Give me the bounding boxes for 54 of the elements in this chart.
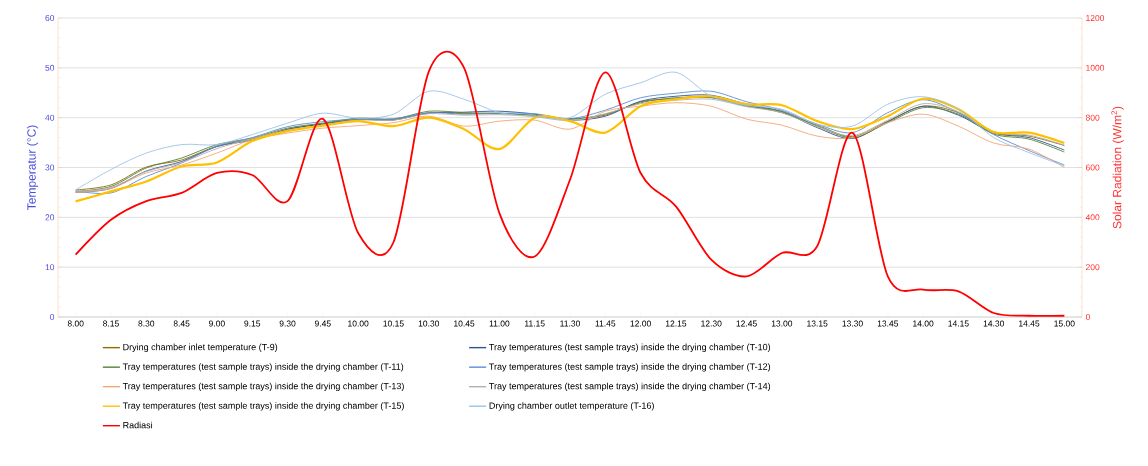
x-tick-label: 8.15 [103,320,119,327]
x-tick-label: 9.15 [244,320,261,327]
x-tick-label: 9.00 [209,320,225,327]
x-tick-label: 9.45 [314,320,331,327]
y-tick-label: 60 [45,15,55,22]
x-tick-label: 14.00 [913,320,934,327]
y2-axis-title: Solar Radiation (W/m$^{2}$) [1111,106,1124,229]
y2-tick-label: 600 [1085,164,1100,171]
x-tick-label: 12.45 [736,320,757,327]
legend-label: Tray temperatures (test sample trays) inside the drying chamber (T-14) [489,382,771,392]
y-tick-label: 0 [50,314,55,320]
y2-tick-label: 800 [1085,114,1100,121]
x-tick-label: 13.00 [771,320,793,327]
x-tick-label: 8.00 [67,320,84,327]
x-tick-label: 10.30 [418,320,440,327]
x-tick-label: 9.30 [279,320,296,327]
x-tick-label: 10.15 [383,320,404,327]
x-tick-label: 11.30 [560,320,580,327]
y-tick-label: 30 [45,164,55,171]
legend-label: Tray temperatures (test sample trays) inside the drying chamber (T-13) [122,382,404,392]
y2-tick-label: 400 [1085,214,1100,221]
legend-label: Tray temperatures (test sample trays) inside the drying chamber (T-10) [489,343,771,353]
x-tick-label: 8.30 [138,320,155,327]
y-tick-label: 20 [45,214,55,221]
x-tick-label: 14.45 [1019,320,1040,327]
x-tick-label: 11.00 [489,320,510,327]
y2-tick-label: 1200 [1086,14,1105,21]
x-tick-label: 12.15 [665,320,687,327]
legend-label: Tray temperatures (test sample trays) inside the drying chamber (T-15) [122,402,404,411]
y-axis-title: Temperatur (°C) [26,125,39,210]
y-tick-label: 40 [45,114,55,121]
y2-tick-label: 200 [1085,264,1100,271]
x-tick-label: 12.30 [701,320,722,327]
x-tick-label: 11.45 [595,320,616,327]
x-tick-label: 14.30 [983,320,1005,327]
x-tick-label: 10.00 [348,320,369,327]
y2-tick-label: 0 [1085,314,1090,320]
x-tick-label: 15.00 [1054,320,1075,327]
legend-label: Drying chamber outlet temperature (T-16) [489,402,654,411]
x-tick-label: 8.45 [173,320,190,327]
legend-label: Radiasi [123,421,153,429]
y-tick-label: 10 [45,264,55,271]
y-tick-label: 50 [45,64,55,71]
legend-label: Tray temperatures (test sample trays) inside the drying chamber (T-12) [489,363,771,372]
legend-label: Tray temperatures (test sample trays) inside the drying chamber (T-11) [122,363,404,372]
x-tick-label: 14.15 [948,320,969,327]
x-tick-label: 11.15 [525,320,545,327]
x-tick-label: 13.15 [807,320,828,327]
legend-label: Drying chamber inlet temperature (T-9) [123,343,278,353]
x-tick-label: 13.45 [877,320,899,327]
y2-tick-label: 1000 [1086,64,1105,71]
x-tick-label: 13.30 [842,320,863,327]
x-tick-label: 10.45 [454,320,475,327]
x-tick-label: 12.00 [630,320,651,327]
